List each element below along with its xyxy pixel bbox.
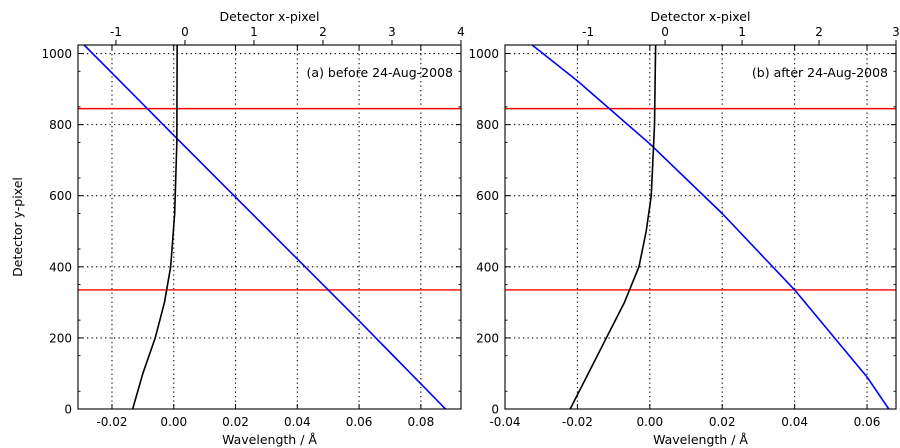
panel-annotation: (b) after 24-Aug-2008 [752,65,888,80]
y-tick-label: 1000 [41,47,72,61]
top-tick-label: 4 [457,25,465,39]
y-tick-label: 200 [49,331,72,345]
panel-b: -0.04 -0.02 0.00 0.02 0.04 0.06 -1 0 1 2 3 0 200 400 6… [468,9,899,447]
top-tick-label: 2 [815,25,823,39]
y-tick-label: 400 [476,260,499,274]
top-axis-label: Detector x-pixel [651,9,751,24]
y-tick-label: 600 [49,189,72,203]
series-line-0 [531,45,890,409]
panel-a: -0.02 0.00 0.02 0.04 0.06 0.08 -1 0 1 2 3 4 0 200 400 6… [10,9,465,447]
y-tick-label: 0 [64,403,72,417]
y-tick-label: 600 [476,189,499,203]
series-group [83,45,447,409]
x-tick-label: 0.02 [222,415,249,429]
y-tick-label: 1000 [468,47,499,61]
x-tick-label: 0.00 [636,415,663,429]
panel-annotation: (a) before 24-Aug-2008 [307,65,454,80]
top-axis-label: Detector x-pixel [220,9,320,24]
x-tick-label: 0.06 [346,415,373,429]
top-tick-label: 0 [181,25,189,39]
x-tick-label: -0.02 [96,415,127,429]
x-tick-label: 0.04 [284,415,311,429]
top-tick-label: 1 [738,25,746,39]
y-axis-label: Detector y-pixel [10,177,25,277]
series-line-1 [131,45,178,409]
x-tick-label: 0.00 [160,415,187,429]
top-tick-label: 2 [319,25,327,39]
x-tick-label: 0.02 [709,415,736,429]
x-tick-label: -0.04 [489,415,520,429]
x-tick-label: -0.02 [562,415,593,429]
top-tick-label: -1 [110,25,122,39]
top-tick-label: 3 [892,25,900,39]
x-tick-label: 0.04 [781,415,808,429]
top-tick-label: -1 [582,25,594,39]
x-tick-label: 0.08 [407,415,434,429]
series-group [531,45,890,409]
y-tick-label: 800 [49,118,72,132]
top-tick-label: 3 [388,25,396,39]
x-axis-label: Wavelength / Å [653,432,748,447]
top-tick-label: 0 [661,25,669,39]
x-tick-label: 0.06 [854,415,881,429]
series-line-0 [83,45,447,409]
top-tick-label: 1 [250,25,258,39]
axes-frame [504,44,897,410]
axes-frame [77,44,462,410]
x-axis-label: Wavelength / Å [222,432,317,447]
y-tick-label: 200 [476,331,499,345]
y-tick-label: 0 [491,403,499,417]
y-tick-label: 400 [49,260,72,274]
y-tick-label: 800 [476,118,499,132]
series-line-1 [569,45,657,409]
